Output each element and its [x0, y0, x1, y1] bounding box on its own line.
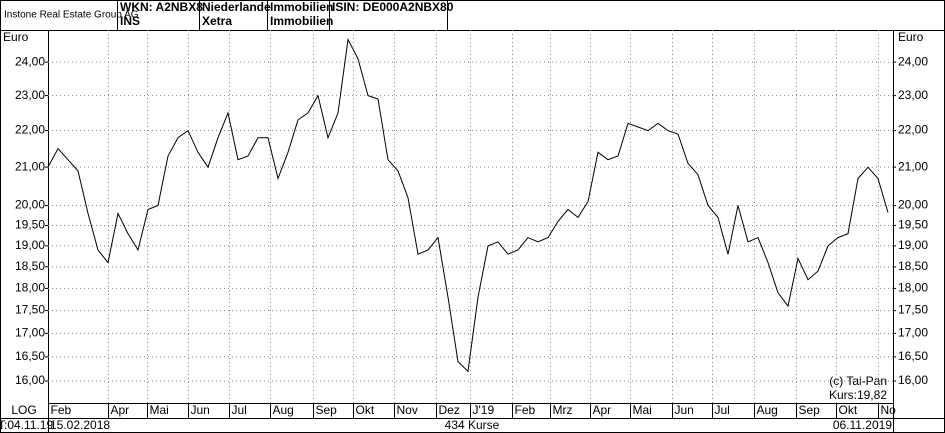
y-tick-label: 19,50	[15, 218, 45, 232]
x-tick-label: Aug	[757, 403, 778, 417]
y-tick-label: 22,00	[15, 123, 45, 137]
header-cell: Xetra	[202, 14, 232, 28]
x-tick-label: Sep	[316, 403, 338, 417]
footer-start: 15.02.2018	[50, 418, 110, 432]
y-tick-label: 16,50	[898, 349, 928, 363]
x-tick-label: Nov	[397, 403, 418, 417]
annotation: (c) Tai-Pan	[829, 374, 887, 388]
header-cell: Immobilien	[270, 14, 333, 28]
y-tick-label: 17,00	[15, 326, 45, 340]
x-tick-label: Apr	[593, 403, 612, 417]
y-tick-label: 17,00	[898, 326, 928, 340]
y-tick-label: 20,00	[898, 198, 928, 212]
header-cell: Niederlande	[202, 0, 271, 14]
x-tick-label: Apr	[111, 403, 130, 417]
company-name: Instone Real Estate Group AG	[4, 10, 139, 21]
footer-end: 06.11.2019	[833, 418, 892, 432]
y-tick-label: 22,00	[898, 123, 928, 137]
y-tick-label: 18,50	[15, 259, 45, 273]
y-tick-label: 20,00	[15, 198, 45, 212]
header-cell: Immobilien	[270, 0, 333, 14]
y-tick-label: 23,00	[15, 88, 45, 102]
x-tick-label: J'19	[473, 403, 495, 417]
unit-label: Euro	[3, 30, 29, 44]
x-tick-label: No	[881, 403, 897, 417]
y-tick-label: 24,00	[898, 54, 928, 68]
price-line	[47, 37, 889, 373]
y-tick-label: 18,50	[898, 259, 928, 273]
x-tick-label: Jun	[675, 403, 694, 417]
header-cell: WKN: A2NBX8	[120, 0, 203, 14]
x-tick-label: Okt	[839, 403, 858, 417]
x-tick-label: Mai	[633, 403, 652, 417]
y-tick-label: 16,50	[15, 349, 45, 363]
header-cell: ISIN: DE000A2NBX80	[332, 0, 454, 14]
x-tick-label: Jul	[715, 403, 730, 417]
x-tick-label: Dez	[439, 403, 460, 417]
x-tick-label: Feb	[515, 403, 536, 417]
y-tick-label: 24,00	[15, 54, 45, 68]
y-tick-label: 19,50	[898, 218, 928, 232]
y-tick-label: 16,00	[898, 373, 928, 387]
y-tick-label: 19,00	[898, 238, 928, 252]
annotation: Kurs:19,82	[829, 388, 887, 402]
x-tick-label: Mai	[150, 403, 169, 417]
y-tick-label: 21,00	[898, 159, 928, 173]
header-cell: INS	[120, 14, 140, 28]
y-tick-label: 17,50	[15, 303, 45, 317]
x-tick-label: Feb	[51, 403, 72, 417]
x-tick-label: Okt	[356, 403, 375, 417]
y-tick-label: 18,00	[898, 281, 928, 295]
x-tick-label: Sep	[799, 403, 821, 417]
scale-mode: LOG	[11, 403, 36, 417]
y-tick-label: 19,00	[15, 238, 45, 252]
x-tick-label: Jul	[232, 403, 247, 417]
y-tick-label: 18,00	[15, 281, 45, 295]
x-tick-label: Jun	[191, 403, 210, 417]
y-tick-label: 17,50	[898, 303, 928, 317]
y-tick-label: 21,00	[15, 159, 45, 173]
footer-count: 434 Kurse	[445, 418, 500, 432]
y-tick-label: 16,00	[15, 373, 45, 387]
unit-label: Euro	[898, 30, 924, 44]
x-tick-label: Aug	[273, 403, 294, 417]
x-tick-label: Mrz	[553, 403, 573, 417]
footer-date: T:04.11.19	[0, 418, 53, 432]
y-tick-label: 23,00	[898, 88, 928, 102]
